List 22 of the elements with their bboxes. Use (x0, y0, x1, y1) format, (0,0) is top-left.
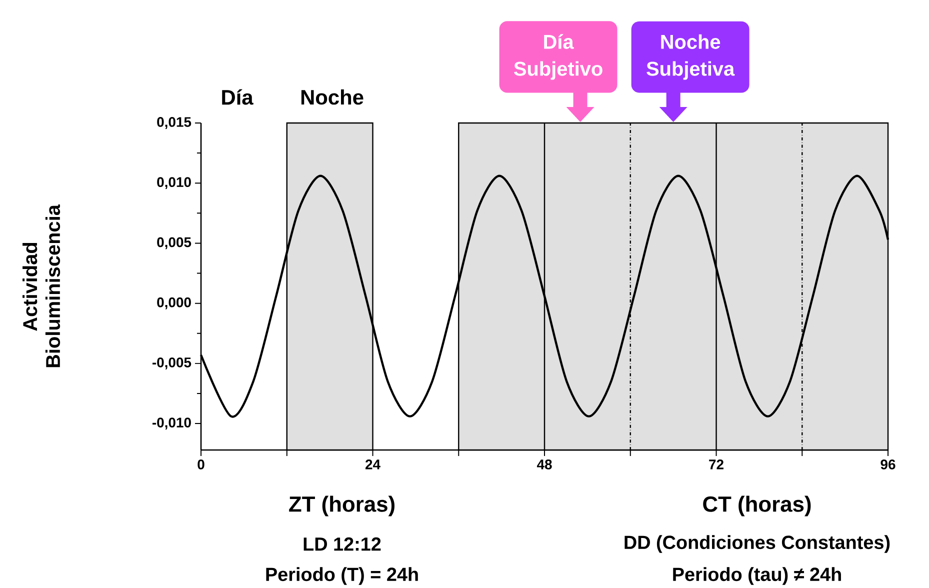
x-tick-label: 24 (365, 459, 380, 470)
text: LD 12:12 (304, 537, 381, 551)
y-tick-label: 0,015 (157, 116, 192, 129)
y-axis-title: Actividad Bioluminiscencia (22, 204, 60, 368)
annotation: Día Subjetivo (514, 34, 602, 80)
y-tick-label: -0,010 (152, 418, 191, 430)
x-tick-label: 72 (709, 459, 724, 470)
y-tick-label: 0,010 (157, 177, 191, 189)
x-tick-label: 48 (536, 459, 552, 470)
text: ZT (horas) (289, 496, 394, 516)
y-tick-label: 0,000 (157, 297, 191, 310)
text: Noche (301, 89, 364, 105)
text: Periodo (tau) ≠ 24h (673, 567, 841, 585)
x-tick-label: 96 (880, 459, 896, 470)
y-tick-label: 0,005 (157, 237, 192, 250)
y-tick-label: -0,005 (152, 357, 192, 370)
text: Día (222, 89, 254, 105)
text: CT (horas) (703, 496, 811, 516)
text: Periodo (T) = 24h (266, 567, 418, 585)
annotation: Noche Subjetiva (646, 34, 735, 80)
x-tick-label: 0 (198, 459, 204, 470)
text: DD (Condiciones Constantes) (624, 535, 890, 553)
